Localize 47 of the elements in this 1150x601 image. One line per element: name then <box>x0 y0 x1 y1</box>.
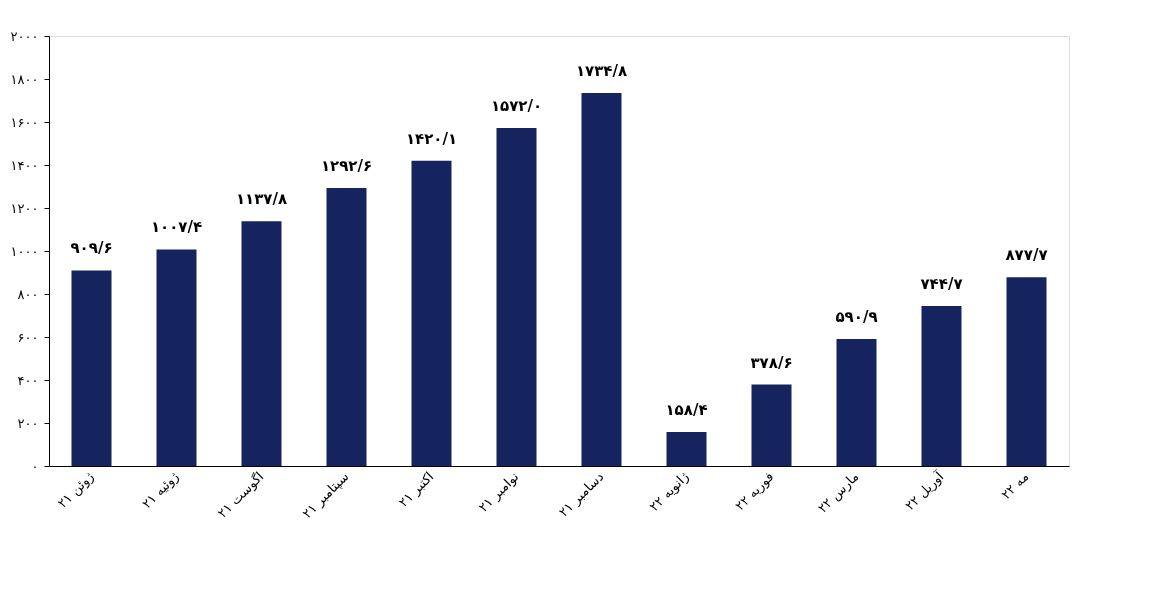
x-tick-label: فوریه ۲۲ <box>731 468 778 515</box>
x-tick-label: ژوئیه ۲۱ <box>138 468 183 513</box>
data-label: ۸۷۷/۷ <box>1005 246 1048 265</box>
y-tick-label: ۶۰۰ <box>17 329 39 345</box>
bar <box>71 270 112 466</box>
y-tick-label: ۱۰۰۰ <box>10 243 39 259</box>
x-tick-label: آوریل ۲۲ <box>901 467 949 514</box>
x-tick-label: ژوئن ۲۱ <box>54 468 98 512</box>
bar <box>241 221 282 466</box>
x-tick-label: نوامبر ۲۱ <box>475 468 523 516</box>
data-label: ۳۷۸/۶ <box>750 353 793 372</box>
data-label: ۱۷۳۴/۸ <box>575 62 628 81</box>
x-tick-label: مه ۲۲ <box>998 468 1032 503</box>
data-label: ۱۰۰۷/۴ <box>150 218 203 237</box>
data-label: ۱۱۳۷/۸ <box>235 190 288 209</box>
y-tick-label: ۱۸۰۰ <box>10 71 39 87</box>
x-tick-label: مارس ۲۲ <box>814 468 863 517</box>
bar <box>921 305 962 466</box>
bar <box>581 93 622 466</box>
bar <box>156 249 197 466</box>
x-tick-label: ژانویه ۲۲ <box>646 468 693 515</box>
bar <box>326 188 367 466</box>
y-tick-label: ۱۴۰۰ <box>10 157 39 173</box>
y-tick-label: ۰ <box>31 458 39 474</box>
y-tick-label: ۲۰۰ <box>17 415 39 431</box>
data-label: ۹۰۹/۶ <box>70 239 113 258</box>
data-label: ۷۴۴/۷ <box>920 274 963 293</box>
bar <box>751 384 792 466</box>
data-label: ۱۵۸/۴ <box>665 400 708 419</box>
x-tick-label: اکتبر ۲۱ <box>395 468 438 511</box>
x-tick-label: دسامبر ۲۱ <box>555 468 608 521</box>
bar <box>1006 277 1047 466</box>
y-tick-label: ۱۲۰۰ <box>10 200 39 216</box>
y-tick-label: ۴۰۰ <box>17 372 39 388</box>
bar <box>411 160 452 466</box>
bar <box>836 338 877 466</box>
y-tick-label: ۲۰۰۰ <box>10 28 39 44</box>
y-tick-label: ۸۰۰ <box>17 286 39 302</box>
data-label: ۱۵۷۲/۰ <box>490 97 543 116</box>
bar <box>496 128 537 466</box>
y-tick-label: ۱۶۰۰ <box>10 114 39 130</box>
data-label: ۱۲۹۲/۶ <box>320 157 373 176</box>
x-tick-label: اگوست ۲۱ <box>214 468 268 522</box>
x-tick-label: سپتامبر ۲۱ <box>299 468 353 522</box>
data-label: ۵۹۰/۹ <box>835 307 878 326</box>
bar <box>666 431 707 466</box>
data-label: ۱۴۲۰/۱ <box>405 129 458 148</box>
